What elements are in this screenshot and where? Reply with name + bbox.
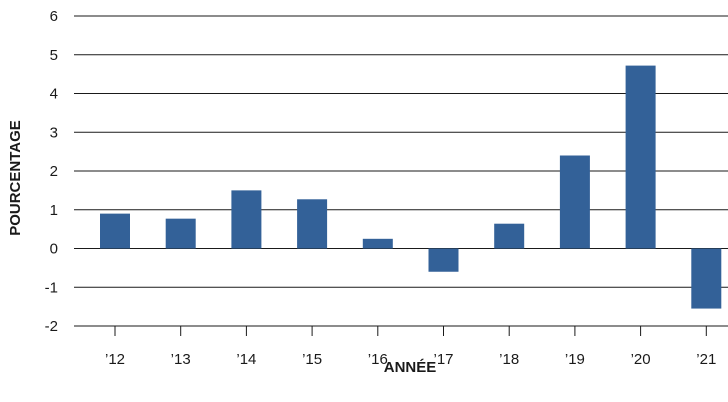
x-axis: ’12 ’13 ’14 ’15 ’16 ’17 ’18 ’19 ’20 ’21: [105, 326, 716, 368]
x-tick-label: ’13: [171, 351, 191, 368]
bar: [165, 218, 196, 249]
x-axis-title: ANNÉE: [384, 359, 437, 376]
bar: [559, 155, 590, 249]
bar: [691, 248, 722, 309]
x-tick-label: ’17: [433, 351, 453, 368]
y-tick-label: -2: [45, 318, 58, 335]
bar: [428, 248, 459, 272]
bar: [494, 223, 525, 249]
y-tick-label: 5: [50, 47, 58, 64]
bar: [625, 65, 656, 249]
bar: [297, 199, 328, 249]
bars: [100, 65, 722, 309]
y-axis-ticks: 6 5 4 3 2 1 0 -1 -2: [45, 8, 58, 335]
x-tick-label: ’19: [565, 351, 585, 368]
x-tick-label: ’16: [368, 351, 388, 368]
x-tick-label: ’15: [302, 351, 322, 368]
y-tick-label: 3: [50, 124, 58, 141]
y-axis-title: POURCENTAGE: [7, 120, 24, 236]
y-tick-label: 6: [50, 8, 58, 25]
y-tick-label: 2: [50, 163, 58, 180]
x-tick-label: ’21: [696, 351, 716, 368]
bar: [362, 238, 393, 249]
bar: [100, 213, 130, 249]
x-tick-label: ’20: [631, 351, 651, 368]
y-tick-label: -1: [45, 279, 58, 296]
x-tick-label: ’18: [499, 351, 519, 368]
y-tick-label: 1: [50, 202, 58, 219]
x-tick-label: ’12: [105, 351, 125, 368]
y-tick-label: 4: [50, 86, 58, 103]
bar: [231, 190, 262, 249]
y-tick-label: 0: [50, 241, 58, 258]
x-tick-label: ’14: [236, 351, 256, 368]
